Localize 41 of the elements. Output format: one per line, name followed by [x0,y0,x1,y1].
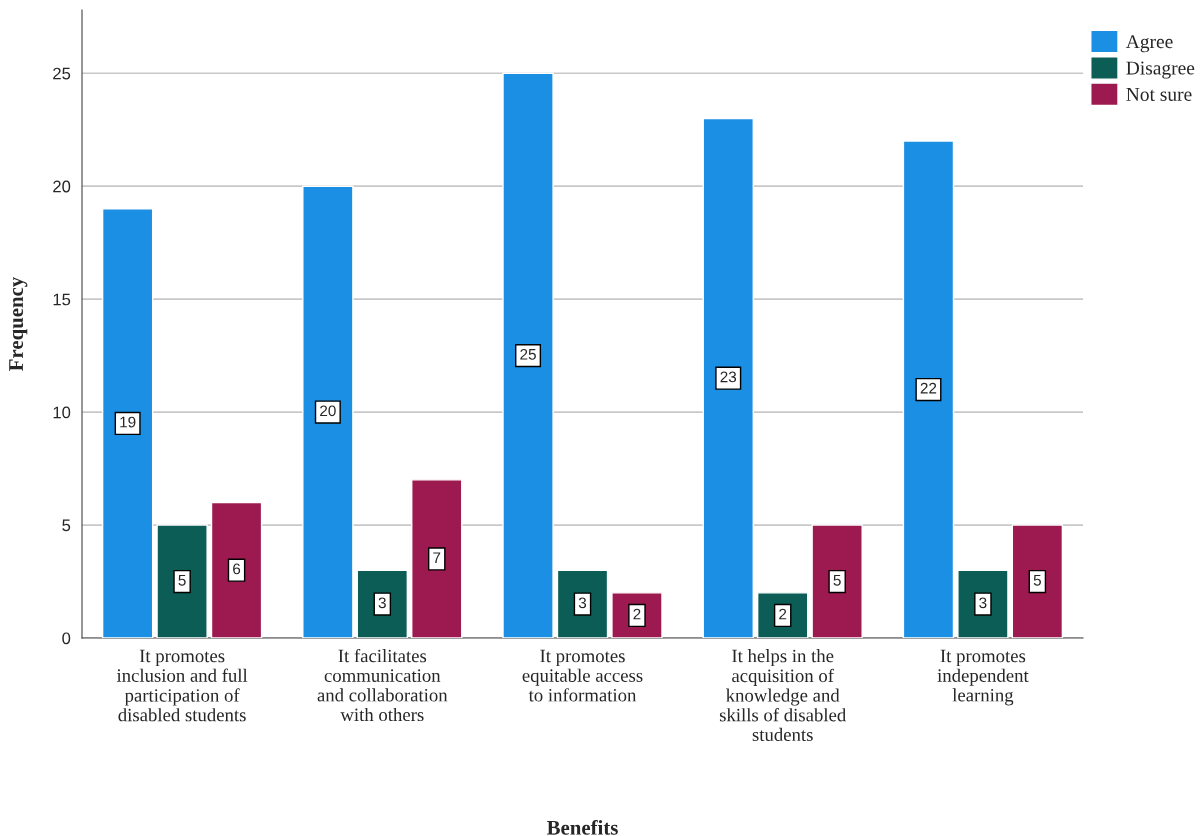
y-tick-label: 0 [62,632,71,645]
bar [702,117,754,638]
x-axis-title: Benefits [546,819,618,835]
y-tick-label: 10 [53,406,71,419]
y-tick-label: 20 [53,180,71,193]
x-tick-label: It promotes independent learning [937,649,1029,706]
y-axis-title: Frequency [9,276,28,371]
x-tick-label: It facilitates communication and collaboration with others [317,648,448,722]
data-label: 2 [633,608,641,620]
bar [101,208,154,638]
x-tick-label: It promotes inclusion and full participation of disabled students [116,649,248,722]
bar [1011,524,1064,638]
y-tick-label: 15 [53,293,71,306]
data-label: 5 [178,574,186,586]
data-label: 19 [120,416,136,428]
bar [156,524,208,638]
data-label: 20 [320,405,336,417]
data-label: 2 [779,608,787,620]
data-label: 3 [979,597,987,609]
bar [210,501,263,638]
y-tick-label: 5 [62,519,71,532]
data-label: 6 [233,563,241,575]
data-label: 23 [720,371,737,383]
legend-label: Not sure [1126,87,1192,101]
legend-label: Disagree [1126,61,1195,79]
bar [411,479,463,638]
x-tick-label: It helps in the acquisition of knowledge and skills of disabled students [719,649,847,742]
bar [811,524,863,638]
bar [302,185,354,638]
legend-label: Agree [1125,35,1173,53]
data-label: 22 [920,382,937,394]
data-label: 25 [520,348,536,360]
x-tick-label: It promotes equitable access to information [522,649,643,702]
data-label: 5 [833,574,841,586]
data-label: 5 [1033,574,1041,586]
bar [502,72,554,638]
bar [902,140,955,638]
y-tick-label: 25 [53,67,71,80]
data-label: 3 [578,597,587,609]
data-label: 7 [433,552,441,563]
data-label: 3 [378,597,386,609]
